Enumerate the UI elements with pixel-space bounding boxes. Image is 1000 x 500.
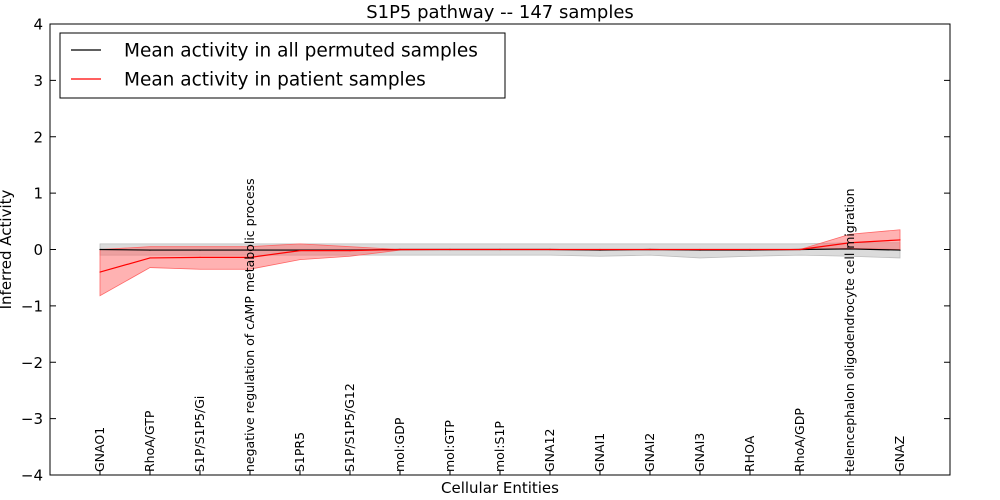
category-label: RhoA/GTP bbox=[142, 410, 157, 472]
y-tick-label: 1 bbox=[33, 185, 43, 203]
plot-frame bbox=[49, 23, 951, 476]
y-tick-label: 3 bbox=[33, 72, 43, 90]
point-series-0-1 bbox=[149, 249, 151, 251]
point-series-1-16 bbox=[899, 239, 901, 241]
point-series-1-8 bbox=[499, 248, 501, 251]
legend: Mean activity in all permuted samples Me… bbox=[59, 32, 506, 99]
category-label: GNAO1 bbox=[92, 427, 107, 472]
point-series-1-9 bbox=[549, 248, 551, 251]
point-series-0-16 bbox=[899, 249, 901, 251]
category-label: RhoA/GDP bbox=[792, 408, 807, 472]
category-label: GNAI2 bbox=[642, 433, 657, 472]
category-label: mol:GDP bbox=[392, 417, 407, 472]
point-series-0-2 bbox=[199, 249, 201, 251]
y-tick-label: 4 bbox=[33, 16, 43, 34]
point-series-1-5 bbox=[349, 250, 351, 252]
point-series-1-10 bbox=[599, 248, 601, 251]
point-series-0-15 bbox=[849, 248, 851, 250]
point-series-0-3 bbox=[249, 249, 251, 251]
y-tick-label: 0 bbox=[33, 241, 43, 259]
confidence-bands bbox=[99, 229, 901, 297]
y-axis: −4 −3 −2 −1 0 1 2 3 4 bbox=[21, 16, 950, 485]
point-series-1-6 bbox=[399, 248, 401, 251]
legend-label-permuted: Mean activity in all permuted samples bbox=[124, 41, 478, 62]
point-series-1-2 bbox=[199, 256, 201, 258]
point-series-1-7 bbox=[449, 248, 451, 251]
point-series-0-0 bbox=[99, 248, 101, 251]
point-series-1-12 bbox=[699, 248, 701, 251]
category-label: S1PR5 bbox=[292, 432, 307, 472]
category-label: negative regulation of cAMP metabolic pr… bbox=[242, 178, 257, 472]
y-tick-label: 2 bbox=[33, 128, 43, 146]
chart-title: S1P5 pathway -- 147 samples bbox=[366, 2, 634, 23]
band-series-1 bbox=[99, 229, 901, 297]
point-series-1-4 bbox=[299, 250, 301, 252]
point-series-1-14 bbox=[799, 248, 801, 251]
point-series-1-13 bbox=[749, 248, 751, 251]
point-series-1-0 bbox=[99, 271, 101, 273]
category-labels: GNAO1 RhoA/GTP S1P/S1P5/Gi negative regulat… bbox=[92, 178, 907, 475]
y-tick-label: −1 bbox=[21, 297, 43, 315]
category-label: mol:S1P bbox=[492, 421, 507, 472]
legend-box bbox=[59, 32, 506, 99]
y-tick-label: −3 bbox=[21, 410, 43, 428]
x-axis-label: Cellular Entities bbox=[441, 479, 559, 497]
category-label: S1P/S1P5/G12 bbox=[342, 383, 357, 472]
category-label: S1P/S1P5/Gi bbox=[192, 396, 207, 472]
category-label: GNAZ bbox=[892, 436, 907, 472]
category-label: GNA12 bbox=[542, 429, 557, 473]
category-label: GNAI1 bbox=[592, 433, 607, 472]
point-series-1-11 bbox=[649, 248, 651, 251]
category-label: RHOA bbox=[742, 435, 757, 472]
category-label: GNAI3 bbox=[692, 433, 707, 472]
point-series-1-15 bbox=[849, 242, 851, 244]
legend-label-patient: Mean activity in patient samples bbox=[124, 70, 426, 91]
category-label: mol:GTP bbox=[442, 420, 457, 472]
y-axis-label: Inferred Activity bbox=[0, 189, 15, 309]
series-lines bbox=[99, 239, 901, 273]
y-tick-label: −2 bbox=[21, 354, 43, 372]
category-label: telencephalon oligodendrocyte cell migra… bbox=[842, 188, 857, 472]
point-series-1-3 bbox=[249, 256, 251, 258]
point-series-1-1 bbox=[149, 257, 151, 259]
y-tick-label: −4 bbox=[21, 467, 43, 485]
